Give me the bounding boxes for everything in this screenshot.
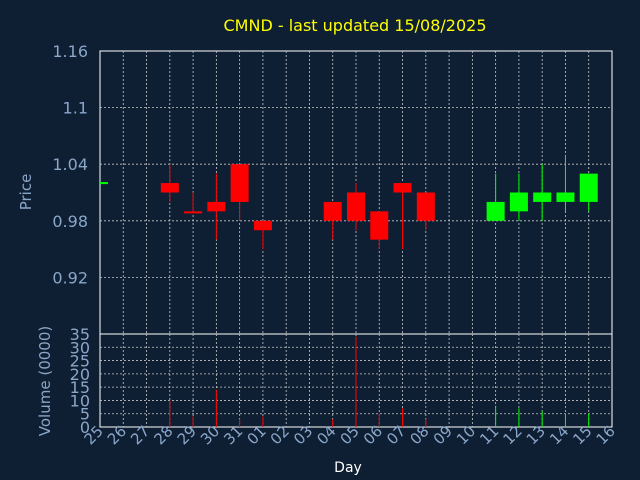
price-tick-label: 0.92 (52, 268, 88, 287)
price-tick-label: 1.16 (52, 42, 88, 61)
chart-title: CMND - last updated 15/08/2025 (224, 16, 487, 35)
y-axis-label: Price (17, 174, 35, 211)
x-axis-label: Day (334, 460, 362, 476)
candle-body-08 (416, 192, 435, 221)
volume-axis-label: Volume (0000) (36, 326, 54, 436)
candle-body-14 (556, 192, 575, 202)
candle-body-11 (486, 201, 505, 221)
price-tick-label: 1.1 (63, 99, 88, 118)
x-axis-ticks: 2526272829303101020304050607080910111213… (81, 422, 619, 448)
x-tick-label: 16 (593, 422, 619, 448)
candle-body-05 (347, 192, 365, 221)
candle-body-30 (207, 201, 226, 212)
volume-tick-label: 5 (80, 405, 90, 424)
volume-tick-label: 0 (80, 418, 90, 437)
candle-body-29 (184, 211, 203, 214)
candle-body-07 (393, 183, 412, 193)
candle-body-12 (509, 192, 528, 212)
candle-body-28 (160, 183, 179, 193)
candle-body-06 (370, 211, 389, 240)
volume-tick-label: 20 (70, 365, 90, 384)
candle-body-31 (230, 164, 249, 202)
candle-body-04 (323, 201, 342, 221)
price-tick-label: 0.98 (52, 212, 88, 231)
volume-tick-label: 35 (70, 325, 90, 344)
price-tick-label: 1.04 (52, 155, 88, 174)
volume-tick-label: 30 (70, 338, 90, 357)
volume-tick-label: 15 (70, 378, 90, 397)
volume-tick-label: 25 (70, 352, 90, 371)
price-panel: 1.16 1.1 1.04 0.98 0.92 (52, 42, 613, 335)
candle-body-01 (253, 220, 272, 231)
candle-body-13 (533, 192, 552, 202)
candle-body-15 (579, 173, 598, 202)
volume-tick-label: 10 (70, 391, 90, 410)
